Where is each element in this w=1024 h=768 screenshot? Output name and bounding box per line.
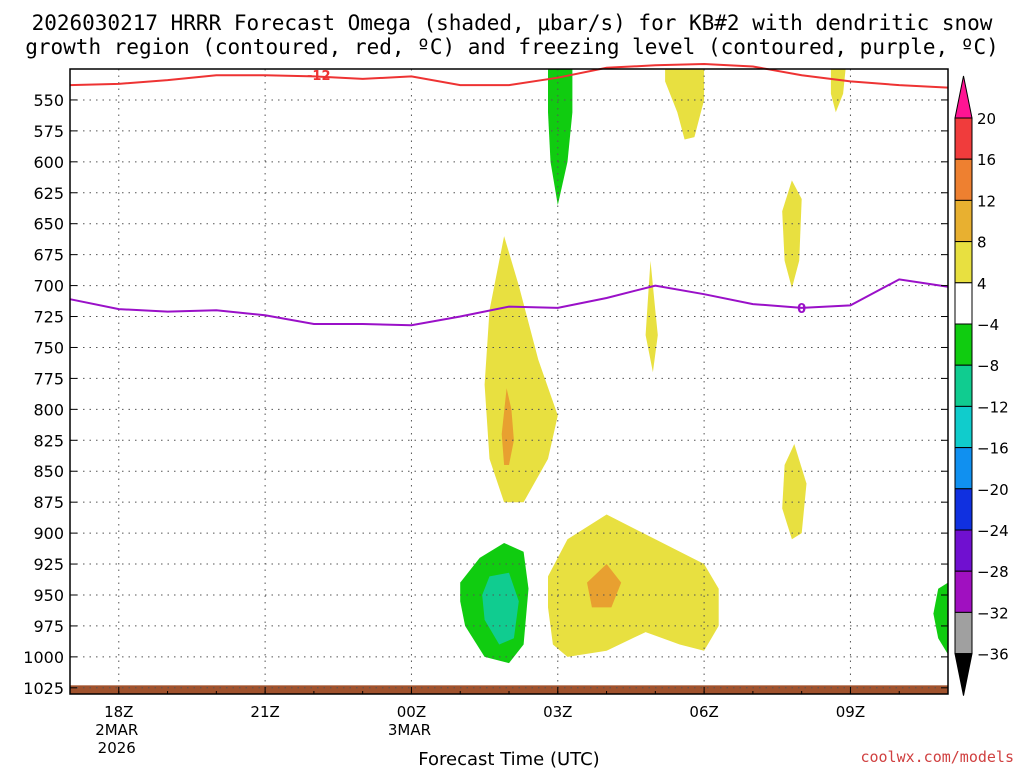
y-tick-label-575: 575 (33, 122, 64, 141)
colorbar-box-6 (954, 323, 973, 366)
colorbar-box-13 (954, 611, 973, 655)
x-tick-label-06Z: 06Z (689, 703, 718, 721)
x-tick-label-18Z: 18Z (104, 703, 133, 721)
colorbar-box-3 (954, 199, 973, 243)
colorbar-label-1: 16 (977, 151, 996, 169)
colorbar-box-2 (954, 158, 973, 201)
yellow-narrow-0700z (782, 180, 802, 289)
colorbar-box-4 (954, 241, 973, 284)
y-axis: 550 575 600 625 650 675 700 725 750 775 800 825 850 8… (23, 91, 948, 698)
x-axis-title: Forecast Time (UTC) (418, 749, 599, 768)
teal-core-0045z (482, 572, 519, 645)
colorbar-bottom-arrow (954, 653, 973, 696)
y-tick-label-725: 725 (33, 308, 64, 327)
yellow-sliver-0400z (645, 260, 658, 373)
colorbar-box-1 (954, 117, 973, 160)
colorbar-box-7 (954, 364, 973, 407)
colorbar-label-0: 20 (977, 110, 996, 128)
freezing-level-0 (69, 278, 949, 327)
colorbar-label-13: −36 (977, 646, 1009, 664)
x-tick-label-00Z: 00Z (397, 703, 426, 721)
y-tick-label-900: 900 (33, 524, 64, 543)
x-tick-sublabel-18Z: 2MAR (95, 721, 138, 739)
y-tick-label-650: 650 (33, 215, 64, 234)
credit-text: coolwx.com/models (860, 748, 1014, 766)
y-tick-label-750: 750 (33, 338, 64, 357)
y-tick-label-825: 825 (33, 431, 64, 450)
dendritic-growth-minus12 (69, 62, 949, 89)
y-tick-label-675: 675 (33, 246, 64, 265)
colorbar-box-9 (954, 447, 973, 490)
orange-core-0100z (501, 388, 514, 465)
colorbar-label-9: −20 (977, 481, 1009, 499)
x-tick-label-21Z: 21Z (250, 703, 279, 721)
orange-core-0300z (587, 564, 622, 608)
colorbar-box-8 (954, 405, 973, 449)
yellow-top-0800z (830, 69, 846, 113)
colorbar-label-2: 12 (977, 192, 996, 210)
y-tick-label-1025: 1025 (23, 679, 64, 698)
contour-lines: -12 0 (69, 62, 949, 327)
colorbar-label-6: −8 (977, 357, 999, 375)
colorbar-label-4: 4 (977, 275, 987, 293)
y-tick-label-600: 600 (33, 153, 64, 172)
x-tick-sublabel-00Z: 3MAR (388, 721, 431, 739)
chart-title-line1: 2026030217 HRRR Forecast Omega (shaded, … (32, 11, 993, 35)
y-tick-label-950: 950 (33, 586, 64, 605)
y-tick-label-550: 550 (33, 91, 64, 110)
yellow-narrow-0700z-low (782, 444, 807, 540)
x-tick-year-18Z: 2026 (98, 739, 136, 757)
colorbar-label-11: −28 (977, 563, 1009, 581)
contour-label-minus12: -12 (307, 69, 331, 84)
y-tick-label-700: 700 (33, 277, 64, 296)
ground-band (70, 685, 948, 694)
yellow-low-0300z (548, 514, 719, 657)
colorbar-box-12 (954, 570, 973, 613)
terrain (70, 685, 948, 694)
y-tick-label-875: 875 (33, 493, 64, 512)
y-tick-label-850: 850 (33, 462, 64, 481)
colorbar-label-10: −24 (977, 522, 1009, 540)
colorbar-label-12: −32 (977, 604, 1009, 622)
y-tick-label-925: 925 (33, 555, 64, 574)
colorbar-label-7: −12 (977, 398, 1009, 416)
y-tick-label-1000: 1000 (23, 648, 64, 667)
yellow-plume-0130z (484, 236, 558, 503)
colorbar-box-5 (954, 282, 973, 325)
chart-title-line2: growth region (contoured, red, ºC) and f… (25, 35, 999, 59)
y-tick-label-975: 975 (33, 617, 64, 636)
colorbar-label-5: −4 (977, 316, 999, 334)
colorbar-label-3: 8 (977, 234, 987, 252)
colorbar-label-8: −16 (977, 440, 1009, 458)
green-column-0300z (548, 69, 573, 206)
y-tick-label-775: 775 (33, 369, 64, 388)
y-tick-label-625: 625 (33, 184, 64, 203)
colorbar-box-10 (954, 488, 973, 531)
colorbar-top-arrow (954, 75, 973, 119)
x-tick-label-03Z: 03Z (543, 703, 572, 721)
green-edge-1100z (933, 582, 948, 655)
grid-lines (70, 69, 948, 694)
y-tick-label-800: 800 (33, 400, 64, 419)
x-tick-label-09Z: 09Z (836, 703, 865, 721)
shaded-regions (460, 69, 948, 664)
colorbar-box-11 (954, 529, 973, 572)
contour-label-freezing: 0 (797, 302, 806, 317)
yellow-top-0500z (665, 69, 705, 140)
colorbar: 20 16 12 8 4 −4 −8 −12 −16 −20 −24 −28 −32 −36 (954, 75, 1009, 696)
